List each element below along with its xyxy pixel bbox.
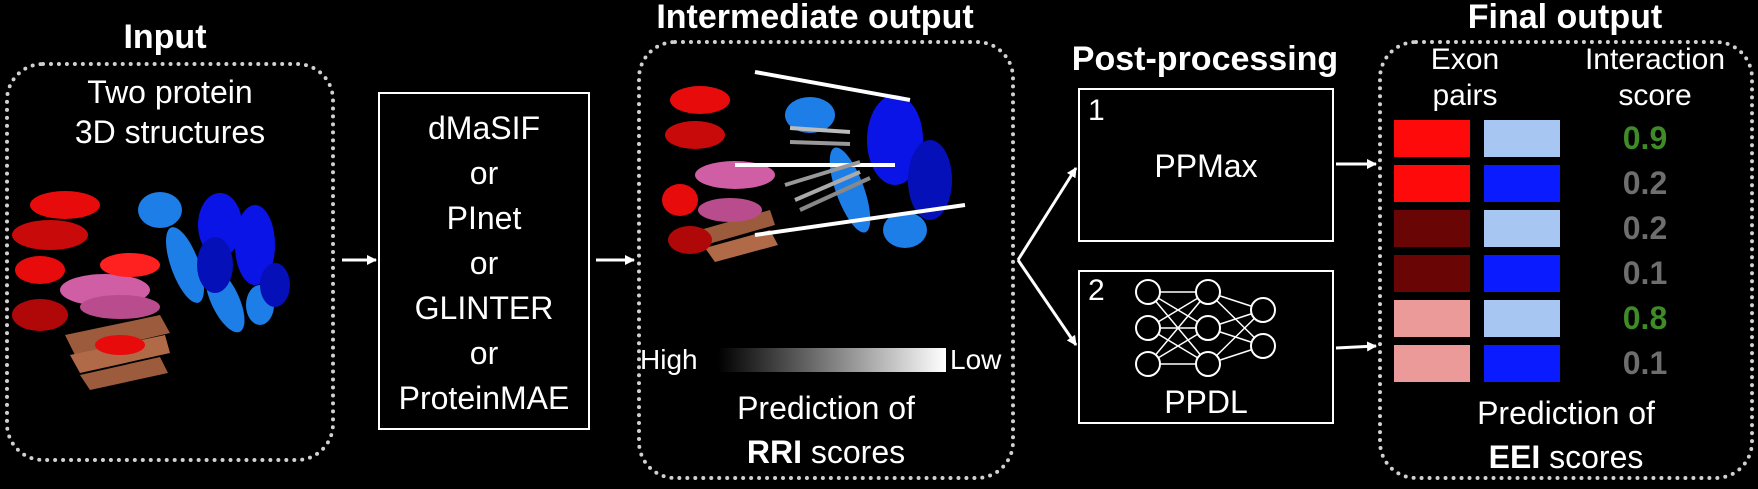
- method-or-2: or: [469, 245, 499, 281]
- postprocessing-title: Post-processing: [1071, 40, 1339, 78]
- input-title: Input: [123, 18, 207, 56]
- methods-list: dMaSIF or PInet or GLINTER or ProteinMAE: [378, 106, 590, 421]
- exon-header-line1: Exon: [1430, 43, 1500, 76]
- dark-blue-helices: [197, 193, 290, 307]
- rri-caption-line1: Prediction of: [737, 390, 915, 426]
- neural-network-icon: [1135, 279, 1276, 377]
- rri-caption-line2: RRI scores: [637, 432, 1015, 472]
- ppmax-number: 1: [1088, 94, 1105, 127]
- ppdl-box: [1078, 270, 1334, 424]
- exon-b-swatch: [1484, 165, 1560, 202]
- method-pinet: PInet: [446, 200, 522, 236]
- exon-a-swatch: [1394, 165, 1470, 202]
- interaction-score-value: 0.2: [1622, 165, 1668, 201]
- method-or-1: or: [469, 155, 499, 191]
- pink-helices: [60, 274, 160, 319]
- rri-gradient-scale: [718, 348, 946, 372]
- exon-header-line2: pairs: [1432, 79, 1498, 112]
- interaction-score-header: Interaction score: [1555, 42, 1755, 114]
- intermediate-panel: [637, 40, 1015, 480]
- input-panel: [5, 62, 335, 462]
- ppdl-label: PPDL: [1164, 384, 1248, 420]
- interaction-score-value: 0.1: [1622, 255, 1668, 291]
- ppdl-number: 2: [1088, 274, 1105, 307]
- interaction-score-value: 0.2: [1622, 210, 1668, 246]
- exon-a-swatch: [1394, 255, 1470, 292]
- rri-caption-bold: RRI: [746, 434, 802, 470]
- eei-caption-line1: Prediction of: [1477, 395, 1655, 431]
- eei-caption-rest: scores: [1549, 439, 1644, 475]
- rri-contact-lines: [735, 70, 966, 237]
- interaction-score-value: 0.8: [1622, 300, 1668, 336]
- method-glinter: GLINTER: [414, 290, 554, 326]
- red-helices: [12, 191, 160, 355]
- score-header-line2: score: [1618, 79, 1692, 112]
- exon-b-swatch: [1484, 300, 1560, 337]
- arrow-to-ppmax: [1016, 167, 1078, 261]
- scale-high-label: High: [640, 344, 698, 375]
- input-line2: 3D structures: [74, 114, 266, 150]
- rri-brown-sheet: [700, 210, 778, 262]
- ppmax-label: PPMax: [1154, 148, 1258, 184]
- exon-b-swatch: [1484, 120, 1560, 157]
- exon-a-swatch: [1394, 345, 1470, 382]
- protein-structures-image: [12, 191, 290, 390]
- ppmax-box: [1078, 88, 1334, 242]
- rri-red-helices: [662, 86, 730, 254]
- rri-dark-blue-helices: [867, 95, 952, 220]
- exon-b-swatch: [1484, 210, 1560, 247]
- final-title: Final output: [1467, 0, 1663, 36]
- exon-b-swatch: [1484, 255, 1560, 292]
- eei-caption-line2: EEI scores: [1378, 437, 1754, 477]
- input-line1: Two protein: [87, 74, 253, 110]
- exon-a-swatch: [1394, 300, 1470, 337]
- eei-caption-bold: EEI: [1488, 439, 1541, 475]
- scale-low-label: Low: [950, 344, 1002, 375]
- method-dmasif: dMaSIF: [427, 110, 541, 146]
- rri-structure-image: [662, 70, 966, 262]
- method-or-3: or: [469, 335, 499, 371]
- exon-pairs-header: Exon pairs: [1385, 42, 1545, 114]
- exon-b-swatch: [1484, 345, 1560, 382]
- arrow-to-ppdl: [1016, 259, 1078, 346]
- arrow-ppdl-to-final: [1335, 341, 1377, 352]
- exon-a-swatch: [1394, 210, 1470, 247]
- rri-caption-rest: scores: [810, 434, 906, 470]
- light-blue-chain: [138, 192, 274, 333]
- methods-box: [378, 92, 590, 430]
- rri-pink-helices: [695, 161, 775, 222]
- interaction-score-value: 0.9: [1622, 120, 1668, 156]
- exon-a-swatch: [1394, 120, 1470, 157]
- method-proteinmae: ProteinMAE: [398, 380, 570, 416]
- final-panel: [1378, 40, 1754, 480]
- intermediate-title: Intermediate output: [656, 0, 974, 36]
- score-header-line1: Interaction: [1584, 43, 1726, 76]
- interaction-score-value: 0.1: [1622, 345, 1668, 381]
